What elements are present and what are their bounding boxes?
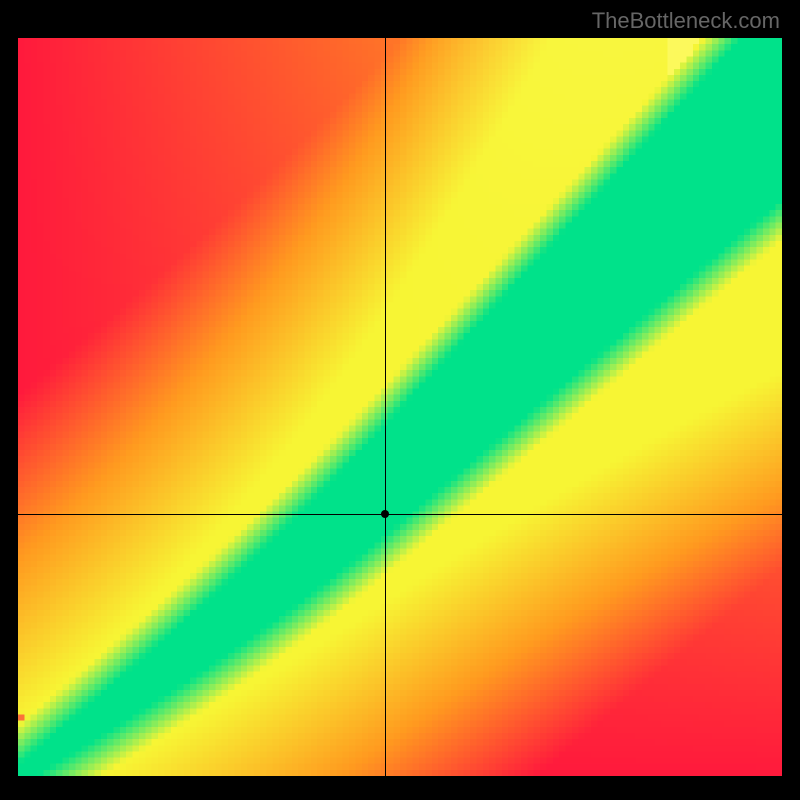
plot-area <box>18 38 782 776</box>
border-right <box>782 38 800 776</box>
border-left <box>0 38 18 776</box>
crosshair-horizontal <box>18 514 782 515</box>
heatmap-canvas <box>18 38 782 776</box>
crosshair-vertical <box>385 38 386 776</box>
crosshair-dot <box>381 510 389 518</box>
chart-container: TheBottleneck.com <box>0 0 800 800</box>
border-bottom <box>0 776 800 800</box>
watermark-text: TheBottleneck.com <box>592 8 780 34</box>
